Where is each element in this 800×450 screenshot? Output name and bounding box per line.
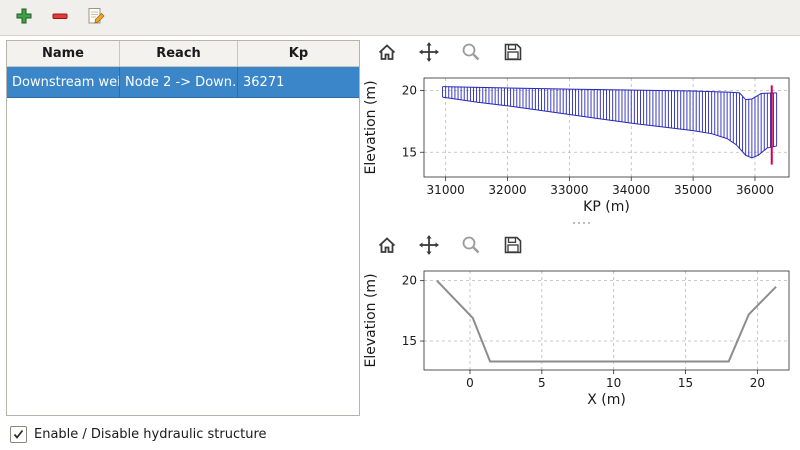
enable-structure-checkbox[interactable] bbox=[10, 425, 27, 443]
check-icon bbox=[13, 429, 24, 439]
save-icon bbox=[502, 41, 524, 67]
plots-panel: 31000 32000 33000 34000 35000 36000 15 20 KP (m)… bbox=[362, 36, 800, 450]
enable-structure-label: Enable / Disable hydraulic structure bbox=[34, 426, 267, 442]
pan-button[interactable] bbox=[416, 41, 442, 67]
magnifier-icon bbox=[460, 234, 482, 260]
header-reach[interactable]: Reach bbox=[120, 41, 238, 66]
main-toolbar bbox=[0, 0, 800, 36]
svg-text:15: 15 bbox=[678, 376, 693, 390]
home-button-2[interactable] bbox=[374, 234, 400, 260]
table-row-selected[interactable]: Downstream weir Node 2 -> Down… 36271 bbox=[7, 67, 359, 98]
svg-text:32000: 32000 bbox=[488, 183, 526, 197]
svg-text:10: 10 bbox=[606, 376, 621, 390]
content-area: Name Reach Kp Downstream weir Node 2 -> … bbox=[0, 36, 800, 450]
plots-splitter-handle[interactable] bbox=[362, 217, 800, 229]
magnifier-icon bbox=[460, 41, 482, 67]
structures-panel: Name Reach Kp Downstream weir Node 2 -> … bbox=[0, 36, 362, 450]
minus-icon bbox=[50, 6, 70, 30]
edit-structure-button[interactable] bbox=[84, 6, 108, 30]
svg-text:20: 20 bbox=[402, 274, 417, 288]
cell-name: Downstream weir bbox=[7, 67, 120, 97]
svg-text:15: 15 bbox=[402, 334, 417, 348]
svg-text:5: 5 bbox=[538, 376, 546, 390]
svg-text:Elevation (m): Elevation (m) bbox=[363, 80, 379, 174]
svg-text:20: 20 bbox=[750, 376, 765, 390]
save-button-2[interactable] bbox=[500, 234, 526, 260]
cross-section-toolbar bbox=[362, 229, 800, 265]
header-kp[interactable]: Kp bbox=[288, 46, 309, 61]
pan-button-2[interactable] bbox=[416, 234, 442, 260]
structures-table: Name Reach Kp Downstream weir Node 2 -> … bbox=[6, 40, 360, 416]
header-name[interactable]: Name bbox=[7, 41, 120, 66]
svg-text:Elevation (m): Elevation (m) bbox=[363, 273, 379, 367]
svg-text:36000: 36000 bbox=[736, 183, 774, 197]
zoom-button[interactable] bbox=[458, 41, 484, 67]
zoom-button-2[interactable] bbox=[458, 234, 484, 260]
kp-profile-toolbar bbox=[362, 36, 800, 72]
svg-text:35000: 35000 bbox=[674, 183, 712, 197]
cross-section-chart[interactable]: 0 5 10 15 20 15 20 X (m) Elevation (m) bbox=[362, 265, 797, 410]
svg-text:KP (m): KP (m) bbox=[583, 199, 630, 215]
svg-text:X (m): X (m) bbox=[587, 392, 626, 408]
remove-structure-button[interactable] bbox=[48, 6, 72, 30]
svg-text:0: 0 bbox=[466, 376, 474, 390]
table-header-row: Name Reach Kp bbox=[7, 41, 359, 67]
save-icon bbox=[502, 234, 524, 260]
edit-pencil-icon bbox=[86, 6, 106, 30]
save-button[interactable] bbox=[500, 41, 526, 67]
kp-profile-chart[interactable]: 31000 32000 33000 34000 35000 36000 15 20 KP (m)… bbox=[362, 72, 797, 217]
add-structure-button[interactable] bbox=[12, 6, 36, 30]
svg-text:33000: 33000 bbox=[550, 183, 588, 197]
home-icon bbox=[376, 234, 398, 260]
svg-text:34000: 34000 bbox=[612, 183, 650, 197]
pan-icon bbox=[418, 41, 440, 67]
svg-text:15: 15 bbox=[402, 145, 417, 159]
home-icon bbox=[376, 41, 398, 67]
cell-reach: Node 2 -> Down… bbox=[120, 67, 238, 97]
pan-icon bbox=[418, 234, 440, 260]
svg-text:20: 20 bbox=[402, 83, 417, 97]
cell-kp: 36271 bbox=[243, 74, 285, 90]
home-button[interactable] bbox=[374, 41, 400, 67]
enable-structure-row: Enable / Disable hydraulic structure bbox=[6, 416, 360, 446]
plus-icon bbox=[14, 6, 34, 30]
svg-text:31000: 31000 bbox=[427, 183, 465, 197]
